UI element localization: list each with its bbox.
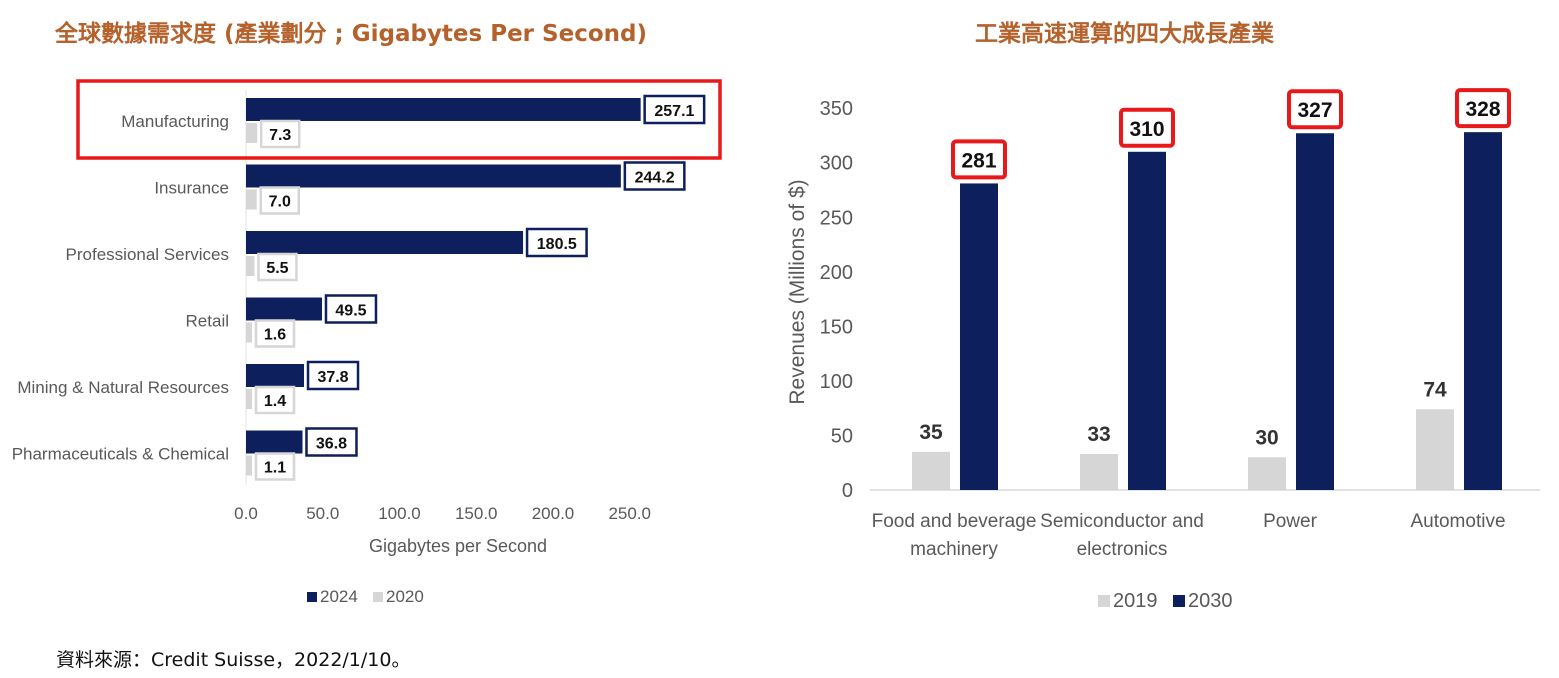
bar-2020 — [246, 123, 258, 143]
legend-swatch-2030 — [1173, 595, 1185, 607]
category-label: Pharmaceuticals & Chemical — [12, 445, 229, 464]
legend-label-2019: 2019 — [1113, 590, 1158, 612]
value-label-2024: 257.1 — [654, 103, 694, 120]
value-label-box-2030 — [1287, 89, 1343, 130]
bar-2020 — [246, 389, 252, 409]
category-label: Automotive — [1410, 511, 1505, 532]
value-label-2020: 1.4 — [264, 393, 286, 410]
x-tick-label: 100.0 — [378, 504, 421, 523]
value-label-box-2024 — [623, 161, 686, 191]
category-label: Retail — [186, 312, 229, 331]
value-label-box-2020 — [259, 119, 301, 149]
category-label: Manufacturing — [121, 112, 229, 131]
value-label-box-2020 — [254, 385, 296, 415]
x-tick-label: 200.0 — [532, 504, 575, 523]
value-label-box-2030 — [1455, 88, 1511, 129]
value-label-2024: 180.5 — [537, 236, 577, 253]
value-label-2019: 35 — [919, 421, 943, 444]
value-label-box-2030 — [951, 139, 1007, 180]
y-tick-label: 350 — [820, 98, 853, 120]
value-label-2030: 328 — [1465, 98, 1500, 121]
value-label-2019: 30 — [1255, 426, 1278, 449]
bar-2019 — [1416, 409, 1454, 490]
hpc-growth-bar-chart: 0 50 100 150 200 250 300 350 Revenues (Millions … — [786, 88, 1540, 612]
value-label-box-2030 — [1119, 107, 1175, 148]
value-label-2030: 310 — [1129, 118, 1164, 141]
value-label-2019: 33 — [1087, 423, 1110, 446]
value-label-2030: 281 — [961, 149, 996, 172]
bar-2024 — [246, 98, 641, 121]
y-tick-label: 300 — [820, 153, 853, 175]
bar-2024 — [246, 297, 322, 321]
value-label-2024: 49.5 — [335, 303, 366, 320]
bar-2024 — [246, 364, 305, 387]
x-tick-label: 0.0 — [234, 504, 258, 523]
category-label: electronics — [1077, 539, 1168, 560]
value-label-2020: 7.3 — [269, 127, 291, 144]
y-axis-title: Revenues (Millions of $) — [786, 179, 809, 404]
bar-2030 — [1464, 132, 1502, 490]
legend-swatch-2020 — [373, 592, 383, 602]
legend-swatch-2019 — [1098, 595, 1110, 607]
bar-2020 — [246, 322, 252, 343]
value-label-box-2020 — [257, 252, 298, 282]
category-label: Insurance — [154, 179, 229, 198]
bar-2030 — [960, 183, 998, 490]
legend-label-2020: 2020 — [386, 587, 424, 606]
value-label-2030: 327 — [1297, 99, 1332, 122]
left-chart-title: 全球數據需求度 (產業劃分 ; Gigabytes Per Second) — [55, 21, 647, 47]
value-label-2019: 74 — [1423, 378, 1447, 401]
bar-2024 — [246, 231, 524, 254]
legend-label-2030: 2030 — [1188, 590, 1233, 612]
category-label: Mining & Natural Resources — [17, 378, 229, 397]
value-label-box-2020 — [254, 452, 296, 481]
category-label: Semiconductor and — [1040, 511, 1204, 532]
legend-swatch-2024 — [307, 592, 317, 602]
x-tick-label: 150.0 — [455, 504, 498, 523]
y-tick-label: 100 — [820, 371, 853, 393]
category-label: Food and beverage — [872, 511, 1037, 532]
value-label-2024: 37.8 — [317, 369, 348, 386]
bar-2019 — [1248, 457, 1286, 490]
y-tick-label: 0 — [842, 480, 853, 502]
value-label-box-2020 — [259, 186, 300, 215]
x-tick-label: 250.0 — [608, 504, 651, 523]
y-tick-label: 50 — [831, 425, 853, 447]
value-label-2024: 244.2 — [635, 170, 675, 187]
x-axis-title: Gigabytes per Second — [369, 536, 547, 556]
bar-2020 — [246, 256, 255, 276]
bar-2030 — [1128, 151, 1166, 490]
category-label: Power — [1263, 511, 1318, 532]
bar-2024 — [246, 430, 303, 454]
value-label-2020: 1.6 — [264, 327, 286, 344]
data-demand-bar-chart: Manufacturing 257.1 7.3 Insurance 244.2 7.0 Pr… — [12, 79, 722, 606]
value-label-box-2024 — [643, 94, 706, 125]
value-label-box-2020 — [254, 319, 296, 348]
value-label-box-2024 — [525, 227, 588, 258]
bar-2019 — [912, 451, 950, 490]
bar-2024 — [246, 164, 621, 188]
source-note: 資料來源：Credit Suisse，2022/1/10。 — [56, 649, 411, 671]
legend-label-2024: 2024 — [320, 587, 358, 606]
value-label-2020: 1.1 — [264, 460, 286, 477]
bar-2020 — [246, 455, 252, 476]
y-tick-label: 150 — [820, 316, 853, 338]
value-label-box-2024 — [305, 427, 358, 457]
bar-2020 — [246, 189, 257, 210]
bar-2019 — [1080, 453, 1118, 490]
value-label-box-2024 — [306, 360, 360, 391]
bar-2030 — [1296, 133, 1334, 491]
value-label-box-2024 — [324, 294, 378, 324]
y-tick-label: 200 — [820, 262, 853, 284]
value-label-2024: 36.8 — [316, 436, 347, 453]
value-label-2020: 7.0 — [269, 194, 291, 211]
right-chart-title: 工業高速運算的四大成長產業 — [975, 21, 1274, 47]
category-label: Professional Services — [66, 245, 229, 264]
highlight-frame — [76, 79, 722, 160]
value-label-2020: 5.5 — [266, 260, 288, 277]
category-label: machinery — [910, 539, 998, 560]
y-tick-label: 250 — [820, 207, 853, 229]
x-tick-label: 50.0 — [306, 504, 339, 523]
